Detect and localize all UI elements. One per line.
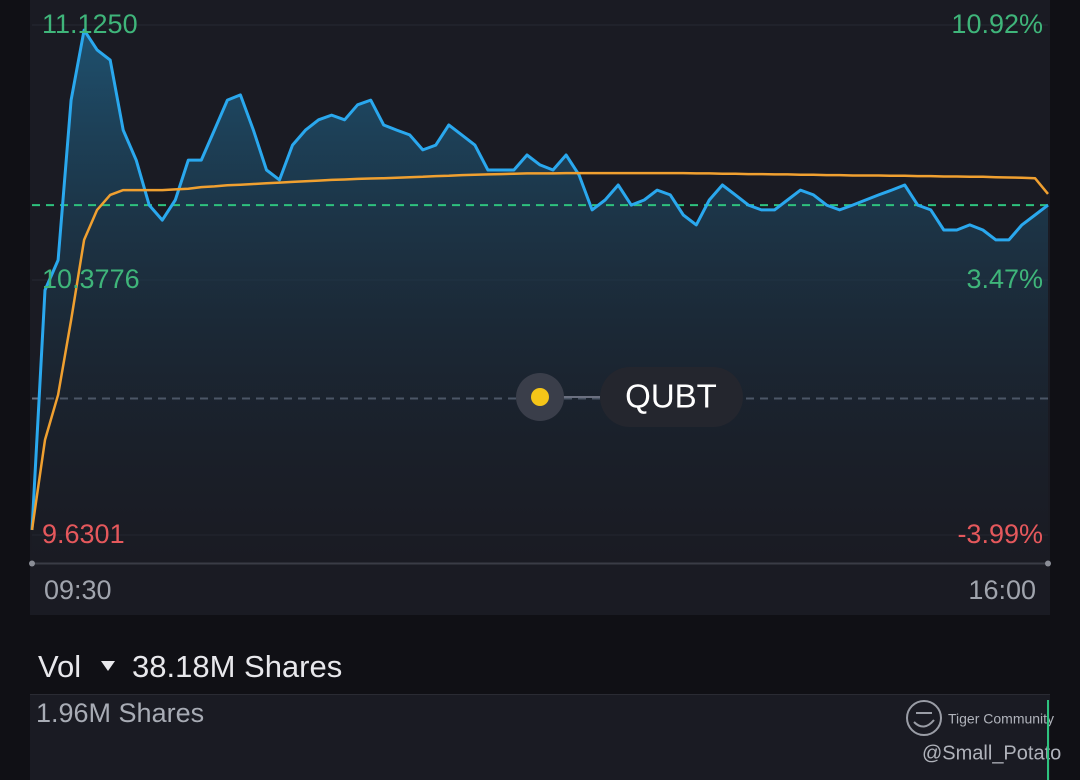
badge-dot — [531, 388, 549, 406]
volume-panel — [30, 695, 1050, 780]
volume-total: 38.18M Shares — [132, 649, 342, 684]
y-tick-label: 11.1250 — [42, 9, 138, 39]
price-line — [30, 28, 1049, 530]
volume-label[interactable]: Vol — [38, 649, 81, 684]
badge-pill — [600, 367, 743, 427]
volume-current: 1.96M Shares — [36, 698, 204, 728]
y2-tick-label: 10.92% — [951, 9, 1043, 39]
x-tick-label: 16:00 — [968, 575, 1036, 605]
y2-tick-label: -3.99% — [957, 519, 1043, 549]
symbol-badge[interactable]: QUBT — [516, 367, 743, 427]
y2-tick-label: 3.47% — [966, 264, 1043, 294]
symbol: QUBT — [625, 378, 717, 415]
x-tick-label: 09:30 — [44, 575, 112, 605]
plot — [30, 24, 1049, 564]
watermark-logo-mark — [913, 712, 935, 728]
watermark-user: @Small_Potato — [922, 742, 1061, 764]
watermark-logo — [906, 700, 942, 736]
dropdown-arrow[interactable] — [101, 661, 115, 671]
average-line — [30, 171, 1049, 531]
y-tick-label: 10.3776 — [42, 264, 140, 294]
y-tick-label: 9.6301 — [42, 519, 125, 549]
watermark-brand: Tiger Community — [948, 711, 1054, 727]
